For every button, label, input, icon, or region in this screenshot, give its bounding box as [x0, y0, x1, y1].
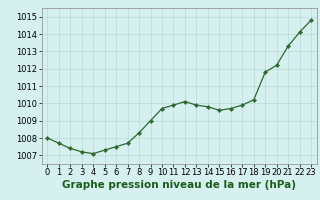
X-axis label: Graphe pression niveau de la mer (hPa): Graphe pression niveau de la mer (hPa): [62, 180, 296, 190]
